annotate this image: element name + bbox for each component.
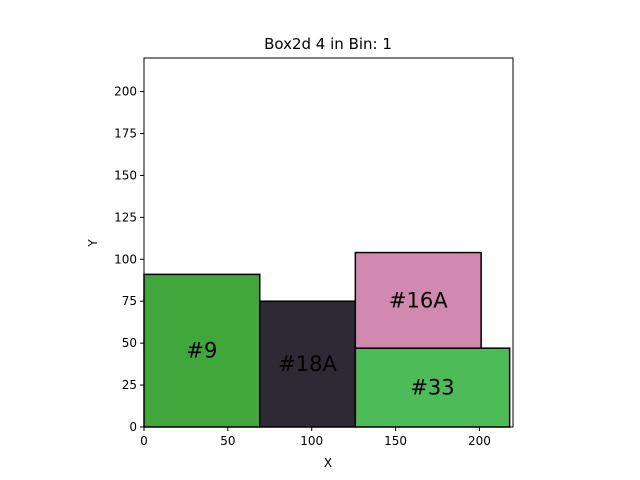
x-tick-label-4: 200 — [468, 434, 491, 448]
y-axis-label: Y — [86, 239, 100, 248]
x-tick-label-3: 150 — [384, 434, 407, 448]
y-tick-label-2: 50 — [122, 336, 137, 350]
x-tick-label-1: 50 — [220, 434, 235, 448]
y-tick-label-0: 0 — [129, 420, 137, 434]
y-tick-label-7: 175 — [114, 126, 137, 140]
box-rect-3 — [354, 251, 482, 349]
plot-area: #9 #18A #33 #16A — [143, 57, 514, 428]
x-axis-label: X — [324, 456, 332, 470]
box-label-3: #16A — [389, 288, 448, 312]
y-tick-label-6: 150 — [114, 168, 137, 182]
y-axis: 0 25 50 75 100 125 150 175 200 — [114, 85, 144, 434]
chart-title: Box2d 4 in Bin: 1 — [264, 35, 392, 53]
y-tick-label-8: 200 — [114, 85, 137, 99]
x-tick-label-0: 0 — [140, 434, 148, 448]
box-label-1: #18A — [278, 352, 337, 376]
box-label-0: #9 — [186, 339, 217, 363]
y-tick-label-3: 75 — [122, 294, 137, 308]
y-tick-label-1: 25 — [122, 378, 137, 392]
x-axis: 0 50 100 150 200 — [140, 427, 491, 448]
plot-frame — [143, 57, 514, 428]
boxes-layer: #9 #18A #33 #16A — [143, 251, 511, 428]
box-label-2: #33 — [410, 376, 454, 400]
y-tick-label-5: 125 — [114, 210, 137, 224]
x-tick-label-2: 100 — [300, 434, 323, 448]
y-tick-label-4: 100 — [114, 252, 137, 266]
